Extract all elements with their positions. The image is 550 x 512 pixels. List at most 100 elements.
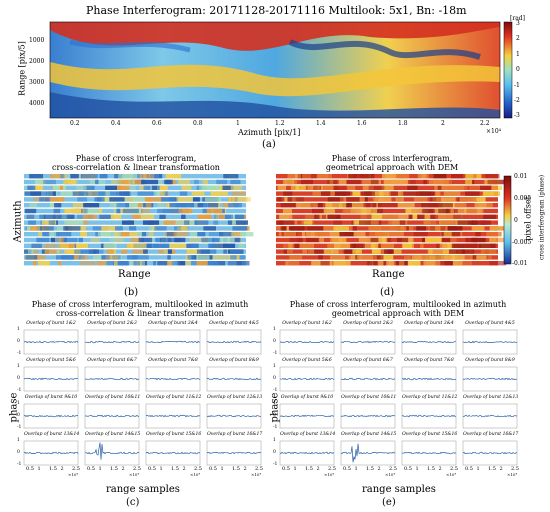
stripe-noise [33,255,46,260]
stripe-noise [137,232,145,237]
stripe-noise [372,255,384,260]
panel-d-colorbar-tick: -0.005 [512,239,532,246]
panel-a-xtick: 1.4 [316,120,326,127]
stripe-noise [32,249,39,254]
stripe-noise [377,261,384,266]
subplot-axes [206,440,262,466]
stripe-noise [76,243,89,248]
stripe-noise [337,179,347,185]
stripe-noise [152,185,158,190]
stripe-noise [451,174,464,179]
stripe-noise [44,197,51,202]
subplot-x-exponent: ×10⁴ [129,472,140,477]
stripe-noise [236,255,240,260]
stripe-noise [297,174,311,179]
stripe-noise [464,255,471,260]
stripe-noise [46,191,56,196]
panel-a-xtick: 1 [236,120,240,127]
stripe-noise [289,226,305,231]
subplot-xtick: 2 [316,466,320,472]
stripe-noise [279,220,295,225]
stripe-noise [293,197,304,202]
stripe-noise [473,174,477,179]
stripe-noise [237,232,254,237]
panel-c-title-line1: Phase of cross interferogram, multilooke… [31,300,249,309]
stripe-noise [181,214,186,219]
subplot-xtick: 2 [121,466,125,472]
stripe-noise [401,243,414,248]
stripe-noise [346,203,352,208]
stripe-noise [164,191,168,196]
stripe-noise [378,237,386,243]
stripe-noise [407,261,421,266]
stripe-noise [489,226,506,231]
stripe-noise [143,220,160,225]
subplot-phase-line [23,414,79,418]
stripe-noise [193,197,200,202]
stripe-noise [210,243,227,248]
subplot-axes [23,440,79,466]
stripe-noise [428,203,440,208]
subplot-title: Overlap of burst 12&13 [463,395,519,400]
subplot-title: Overlap of burst 13&14 [280,432,336,437]
stripe-noise [230,185,243,190]
stripe-noise [122,179,133,185]
subplot-x-exponent: ×10⁴ [385,472,396,477]
stripe-noise [59,237,65,243]
stripe-noise [59,243,69,248]
stripe-noise [320,191,331,196]
stripe-noise [74,249,82,254]
subplot-xtick: 1 [476,466,480,472]
subplot-xtick: 2 [499,466,503,472]
subplot-x-exponent: ×10⁴ [324,472,335,477]
stripe-noise [49,197,65,202]
stripe-noise [60,174,78,179]
subplot-phase-line [279,340,335,344]
stripe-noise [371,249,381,254]
stripe-noise [283,243,295,248]
stripe-noise [105,191,110,196]
stripe-noise [159,214,166,219]
subplot-ytick: 0 [17,413,20,418]
stripe-noise [462,197,477,202]
stripe-noise [345,249,357,254]
stripe-noise [293,243,303,248]
stripe-noise [362,185,374,190]
stripe-noise [177,197,193,202]
stripe-noise [308,249,324,254]
stripe-noise [420,214,431,219]
subplot-xtick: 1 [354,466,358,472]
subplot-axes [279,329,335,355]
stripe-noise [166,174,182,179]
stripe-noise [53,214,62,219]
subplot-xtick: 0.5 [209,466,217,472]
panel-a-ytick: 1000 [29,37,45,44]
stripe-noise [230,237,240,243]
stripe-noise [400,191,417,196]
stripe-noise [101,197,108,202]
subplot-axes [23,329,79,355]
subplot-phase-line [84,340,140,344]
stripe-noise [41,191,47,196]
subplot-x-exponent: ×10⁴ [251,472,262,477]
subplot-title: Overlap of burst 14&15 [341,432,397,437]
stripe-noise [313,232,324,237]
stripe-noise [465,243,477,248]
stripe-noise [50,174,65,179]
stripe-noise [452,214,462,219]
stripe-noise [487,179,505,185]
stripe-noise [134,208,151,214]
stripe-noise [110,214,122,219]
subplot-phase-line [23,451,79,455]
subplot-ytick: -1 [17,462,22,467]
subplot-title: Overlap of burst 4&5 [465,321,515,326]
stripe-noise [42,232,51,237]
stripe-noise [362,255,377,260]
subplot-ytick: 0 [273,413,276,418]
stripe-noise [196,261,208,266]
subplot-xtick: 1.5 [110,466,118,472]
stripe-noise [442,249,450,254]
panel-a-xtick: 1.8 [398,120,408,127]
panel-b-title-line2: cross-correlation & linear transformatio… [52,163,220,172]
stripe-noise [433,174,447,179]
